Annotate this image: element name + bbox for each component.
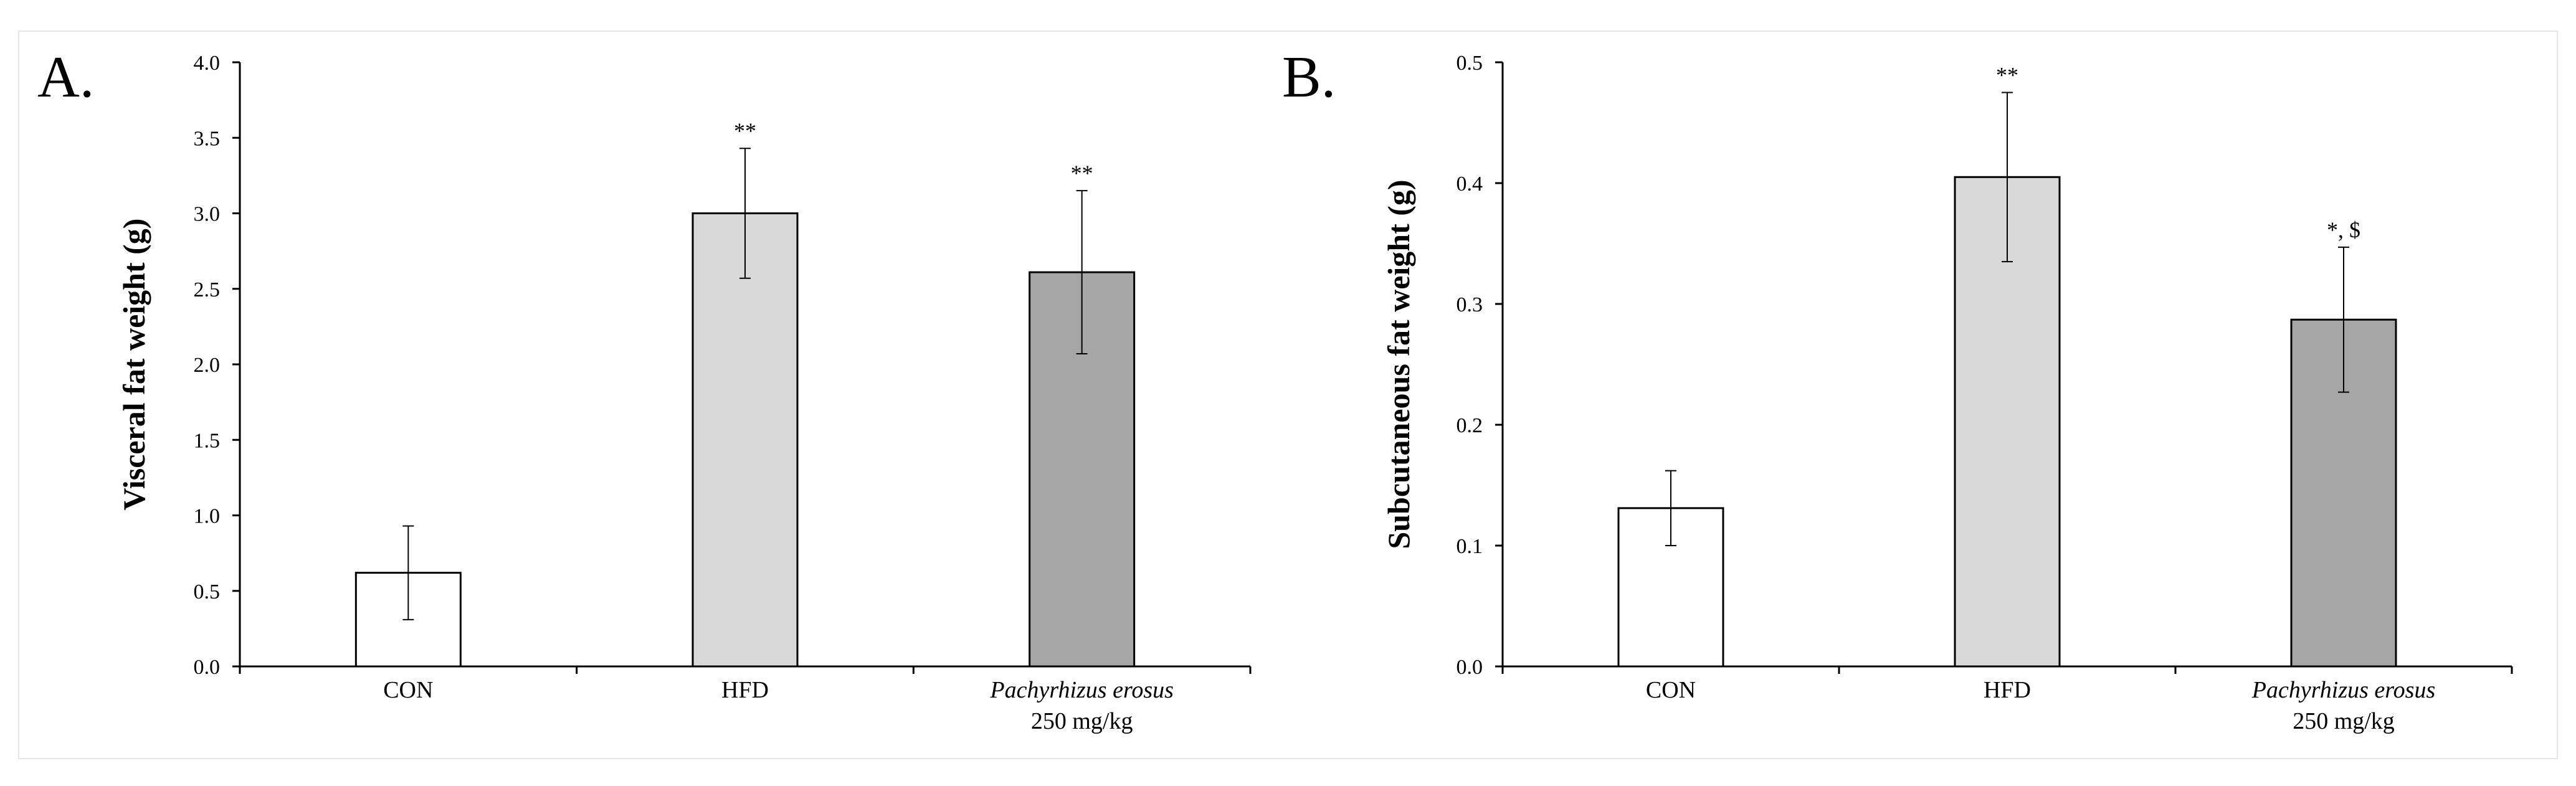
y-axis-title: Visceral fat weight (g) bbox=[116, 219, 151, 511]
x-tick-label-line2: 250 mg/kg bbox=[2293, 708, 2395, 734]
panel-b: B. Subcutaneous fat weight (g) 0.0 0.1 0.2 0.… bbox=[1282, 45, 2513, 734]
x-tick-label: HFD bbox=[721, 677, 769, 703]
significance-label: *, $ bbox=[2327, 217, 2360, 242]
y-tick-label: 0.3 bbox=[1457, 293, 1483, 316]
x-tick-label: CON bbox=[1646, 677, 1696, 703]
x-tick-label: Pachyrhizus erosus bbox=[2251, 677, 2436, 703]
y-tick-label: 0.1 bbox=[1457, 535, 1483, 558]
panel-a: A. Visceral fat weight (g) 0.0 0.5 1.0 1.5 2.0… bbox=[37, 45, 1252, 734]
bar bbox=[692, 212, 799, 668]
y-tick-label: 2.0 bbox=[194, 354, 221, 377]
y-tick-label: 0.4 bbox=[1457, 173, 1483, 196]
y-tick-label: 0.0 bbox=[194, 656, 221, 679]
y-tick-label: 2.5 bbox=[194, 278, 221, 301]
x-tick-label: HFD bbox=[1984, 677, 2031, 703]
x-tick-label-line2: 250 mg/kg bbox=[1031, 708, 1133, 734]
y-tick-label: 0.5 bbox=[1457, 52, 1483, 75]
x-tick-label: Pachyrhizus erosus bbox=[989, 677, 1174, 703]
panel-label: B. bbox=[1282, 45, 1336, 110]
y-tick-label: 1.5 bbox=[194, 429, 221, 452]
y-axis-title: Subcutaneous fat weight (g) bbox=[1381, 179, 1416, 549]
y-tick-label: 0.0 bbox=[1457, 656, 1483, 679]
y-tick-label: 3.0 bbox=[194, 203, 221, 226]
y-tick-label: 3.5 bbox=[194, 127, 221, 150]
y-tick-label: 1.0 bbox=[194, 505, 221, 528]
y-tick-label: 0.2 bbox=[1457, 414, 1483, 437]
significance-label: ** bbox=[734, 118, 756, 143]
panel-label: A. bbox=[37, 45, 94, 110]
x-tick-label: CON bbox=[383, 677, 433, 703]
y-tick-label: 0.5 bbox=[194, 580, 221, 604]
significance-label: ** bbox=[1996, 63, 2018, 88]
y-tick-label: 4.0 bbox=[194, 52, 221, 75]
significance-label: ** bbox=[1071, 161, 1093, 186]
